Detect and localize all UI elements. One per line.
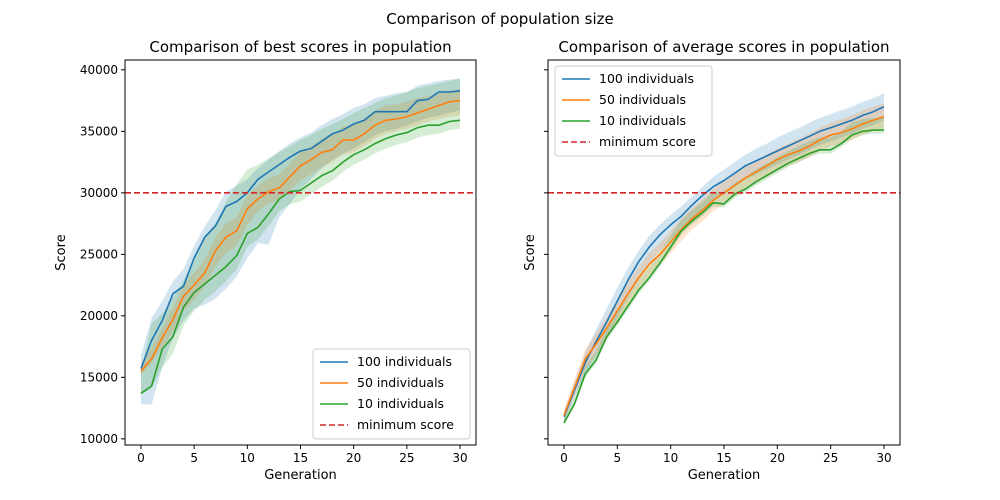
x-tick-label: 30 bbox=[876, 451, 891, 465]
x-tick-label: 25 bbox=[823, 451, 838, 465]
legend-entry-100-individuals: 100 individuals bbox=[357, 354, 452, 369]
legend-entry-minimum-score: minimum score bbox=[599, 134, 696, 149]
series-lines bbox=[548, 105, 900, 424]
legend-entry-100-individuals: 100 individuals bbox=[599, 71, 694, 86]
y-tick-label: 30000 bbox=[80, 186, 118, 200]
x-tick-label: 10 bbox=[240, 451, 255, 465]
x-tick-label: 25 bbox=[399, 451, 414, 465]
y-axis-label: Score bbox=[54, 234, 69, 270]
chart-title: Comparison of best scores in population bbox=[149, 38, 451, 56]
x-tick-label: 10 bbox=[663, 451, 678, 465]
band-50-individuals bbox=[141, 89, 460, 375]
figure-suptitle: Comparison of population size bbox=[386, 10, 613, 28]
y-tick-label: 25000 bbox=[80, 247, 118, 261]
line-100-individuals bbox=[140, 90, 461, 369]
x-tick-label: 20 bbox=[770, 451, 785, 465]
band-100-individuals bbox=[564, 93, 884, 422]
x-tick-label: 20 bbox=[346, 451, 361, 465]
line-10-individuals bbox=[563, 129, 884, 424]
y-axis-ticks: 10000 15000 20000 25000 30000 35000 40000 bbox=[80, 63, 125, 446]
legend: 100 individuals 50 individuals 10 individu… bbox=[312, 348, 471, 440]
legend-entry-minimum-score: minimum score bbox=[357, 417, 454, 432]
y-tick-label: 15000 bbox=[80, 370, 118, 384]
band-10-individuals bbox=[564, 117, 884, 426]
y-tick-label: 40000 bbox=[80, 63, 118, 77]
x-tick-label: 5 bbox=[190, 451, 198, 465]
y-axis-ticks bbox=[544, 69, 548, 440]
average-scores-panel: Comparison of average scores in populati… bbox=[523, 38, 901, 483]
band-100-individuals bbox=[141, 78, 460, 405]
x-axis-label: Generation bbox=[688, 468, 761, 483]
line-50-individuals bbox=[140, 99, 461, 372]
legend-box bbox=[312, 348, 471, 440]
legend-entry-50-individuals: 50 individuals bbox=[357, 375, 444, 390]
x-tick-label: 5 bbox=[614, 451, 622, 465]
x-axis-ticks: 0 5 10 15 20 25 30 bbox=[137, 445, 468, 465]
x-tick-label: 0 bbox=[137, 451, 145, 465]
y-tick-label: 20000 bbox=[80, 309, 118, 323]
x-tick-label: 30 bbox=[452, 451, 467, 465]
line-10-individuals bbox=[140, 119, 461, 394]
legend-box bbox=[554, 65, 713, 157]
x-tick-label: 0 bbox=[560, 451, 568, 465]
x-axis-label: Generation bbox=[264, 468, 337, 483]
legend-entry-50-individuals: 50 individuals bbox=[599, 92, 686, 107]
y-axis-label: Score bbox=[523, 234, 538, 270]
legend-entry-10-individuals: 10 individuals bbox=[357, 396, 444, 411]
y-tick-label: 35000 bbox=[80, 124, 118, 138]
series-lines bbox=[125, 90, 476, 394]
legend-entry-10-individuals: 10 individuals bbox=[599, 113, 686, 128]
x-axis-ticks: 0 5 10 15 20 25 30 bbox=[560, 445, 892, 465]
band-10-individuals bbox=[141, 78, 460, 395]
x-tick-label: 15 bbox=[293, 451, 308, 465]
y-tick-label: 10000 bbox=[80, 432, 118, 446]
line-50-individuals bbox=[563, 115, 885, 416]
best-scores-panel: Comparison of best scores in population 0… bbox=[54, 38, 477, 483]
x-tick-label: 15 bbox=[716, 451, 731, 465]
line-100-individuals bbox=[563, 105, 885, 417]
legend: 100 individuals 50 individuals 10 individu… bbox=[554, 65, 713, 157]
chart-title: Comparison of average scores in populati… bbox=[558, 38, 889, 56]
